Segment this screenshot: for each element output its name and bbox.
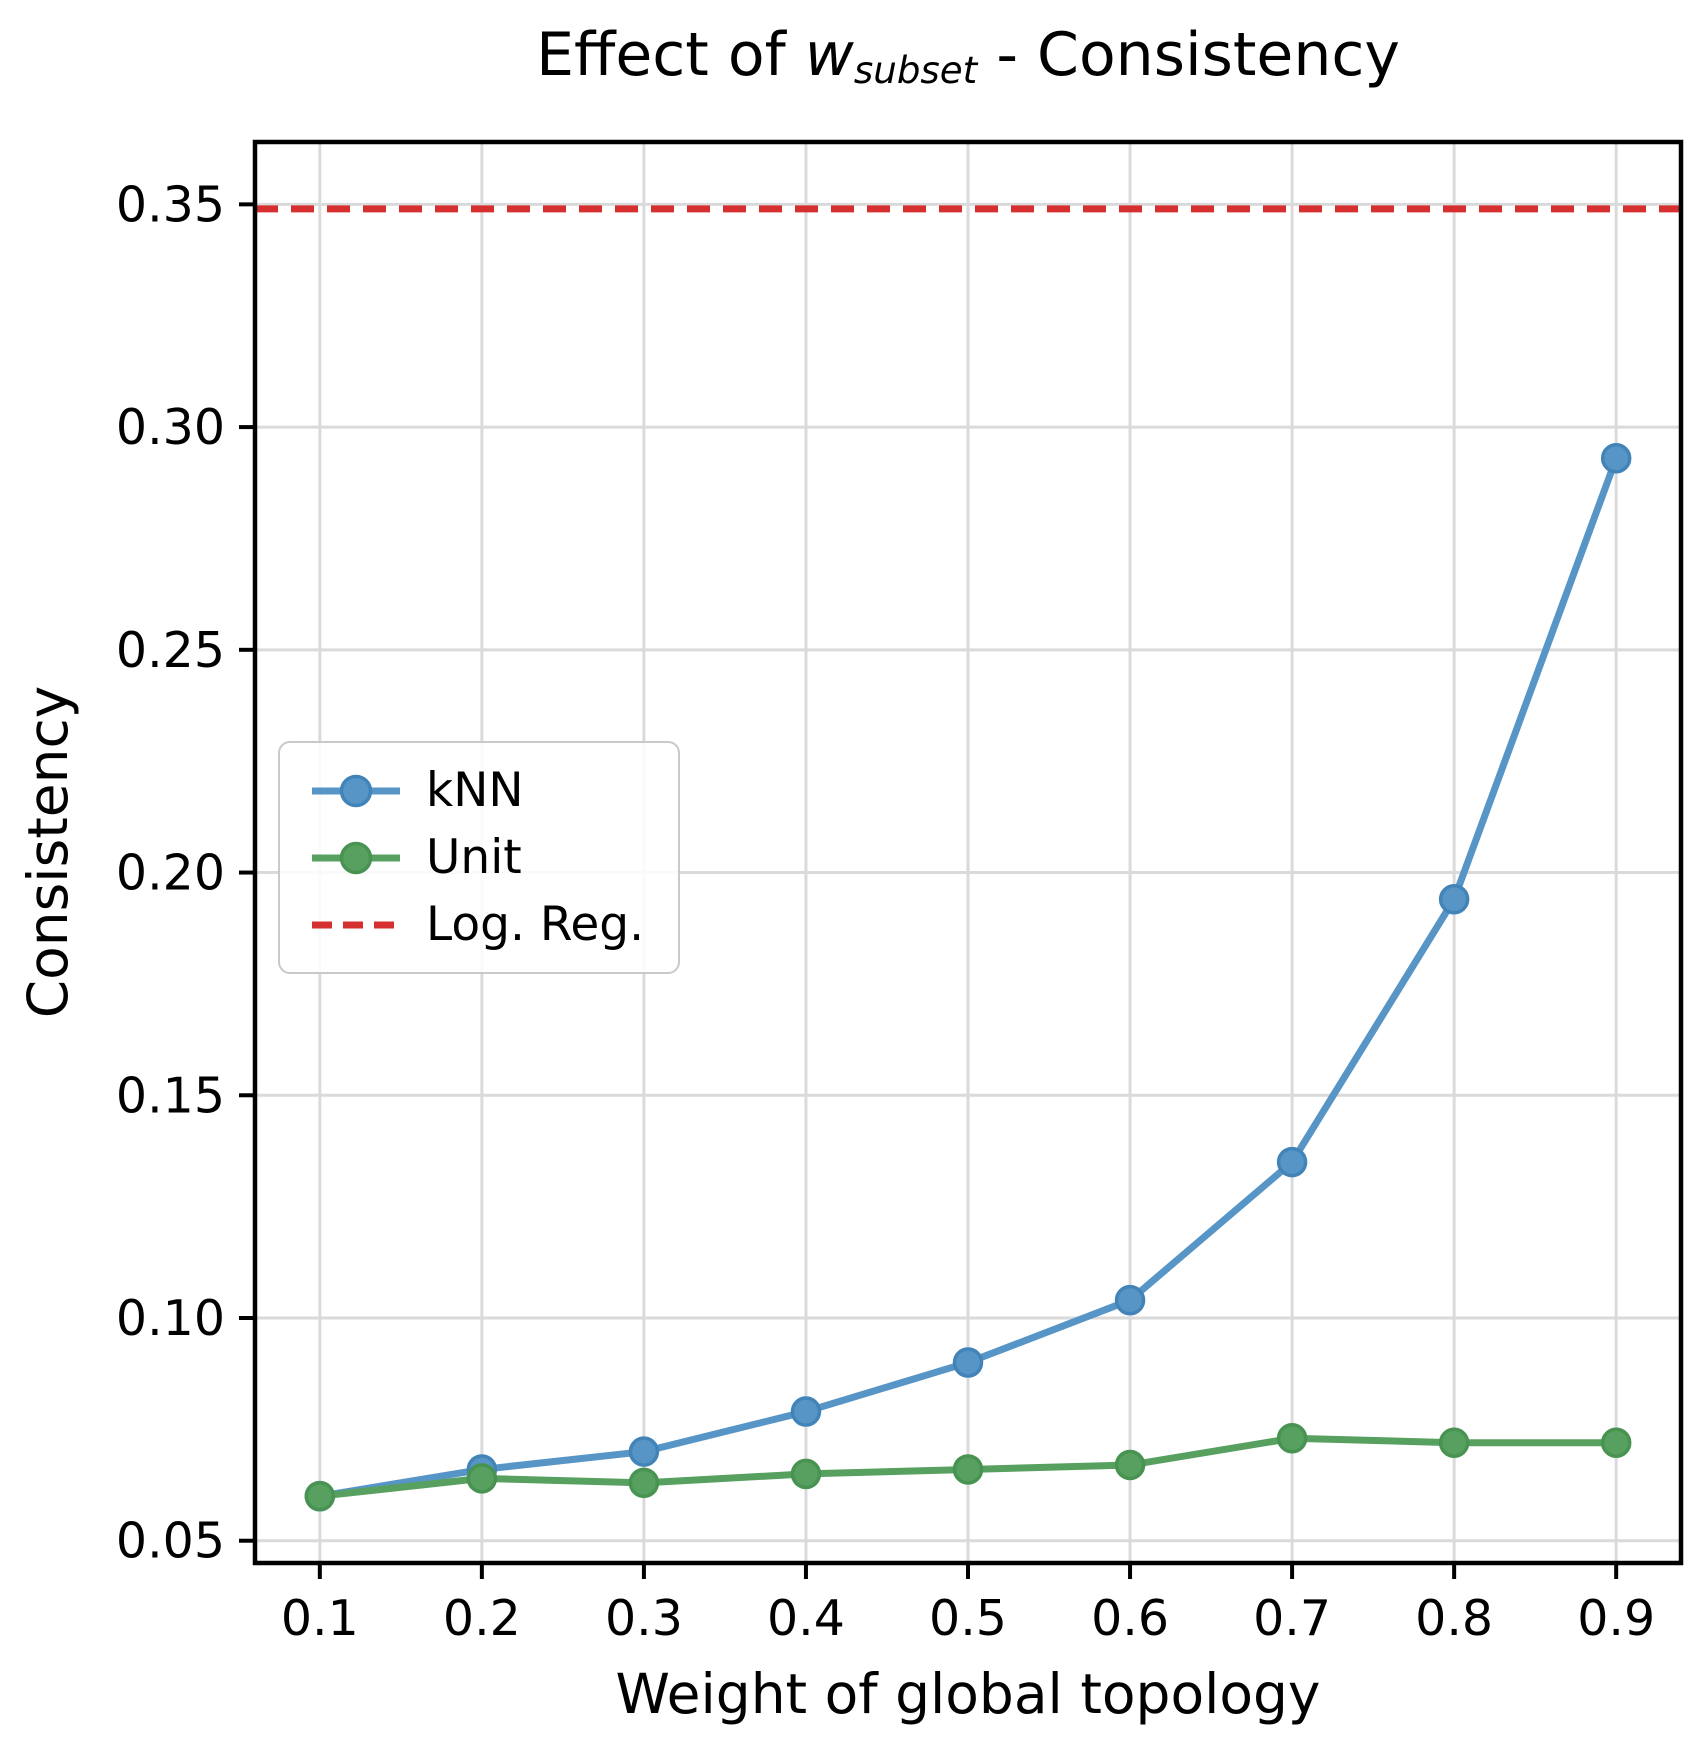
legend-row-log-reg: Log. Reg. [308, 901, 644, 948]
unit-marker [304, 1480, 336, 1512]
unit-marker [466, 1463, 498, 1494]
y-tick-label: 0.10 [116, 1290, 225, 1347]
y-tick-label: 0.35 [116, 176, 225, 233]
unit-marker [1600, 1427, 1632, 1458]
unit-marker [1114, 1449, 1146, 1481]
chart-title-prefix: Effect of [536, 20, 805, 90]
y-tick-label: 0.20 [116, 845, 225, 902]
knn-marker [1438, 884, 1470, 915]
x-tick-label: 0.2 [443, 1590, 521, 1647]
chart-title-suffix: - Consistency [977, 20, 1400, 90]
legend-swatch-knn-line-marker-icon [312, 774, 400, 807]
unit-marker [1438, 1427, 1470, 1458]
y-tick-label: 0.25 [116, 622, 225, 679]
x-tick-label: 0.3 [605, 1590, 683, 1647]
legend-row-unit: Unit [308, 834, 644, 881]
knn-marker [1600, 443, 1632, 474]
chart-title-subscript: subset [853, 48, 978, 93]
y-tick-label: 0.15 [116, 1067, 225, 1124]
knn-marker [790, 1396, 822, 1427]
knn-marker [1276, 1146, 1308, 1178]
x-axis-label: Weight of global topology [615, 1662, 1321, 1726]
knn-marker [1114, 1284, 1146, 1316]
x-tick-label: 0.4 [767, 1590, 845, 1647]
unit-marker [790, 1458, 822, 1490]
legend-label-log-reg: Log. Reg. [426, 897, 645, 952]
unit-marker [1276, 1423, 1308, 1454]
legend-label-unit: Unit [426, 830, 522, 885]
legend-swatch-unit-line-marker-icon [312, 841, 400, 874]
chart-title: Effect of wsubset - Consistency [255, 20, 1681, 93]
x-tick-label: 0.6 [1091, 1590, 1169, 1647]
legend-swatch-log-reg-dashed-line-icon [312, 921, 400, 928]
y-tick-label: 0.05 [116, 1513, 225, 1570]
chart-title-variable: w [804, 20, 854, 90]
unit-marker [628, 1467, 660, 1499]
x-tick-label: 0.5 [929, 1590, 1007, 1647]
knn-marker [952, 1347, 984, 1378]
y-tick-label: 0.30 [116, 399, 225, 456]
x-tick-label: 0.7 [1253, 1590, 1331, 1647]
legend: kNN Unit Log. Reg. [278, 741, 681, 974]
x-tick-label: 0.9 [1577, 1590, 1655, 1647]
legend-label-knn: kNN [426, 763, 524, 818]
knn-marker [628, 1436, 660, 1467]
unit-marker [952, 1454, 984, 1485]
legend-row-knn: kNN [308, 767, 644, 814]
x-tick-label: 0.1 [281, 1590, 359, 1647]
x-tick-label: 0.8 [1415, 1590, 1493, 1647]
